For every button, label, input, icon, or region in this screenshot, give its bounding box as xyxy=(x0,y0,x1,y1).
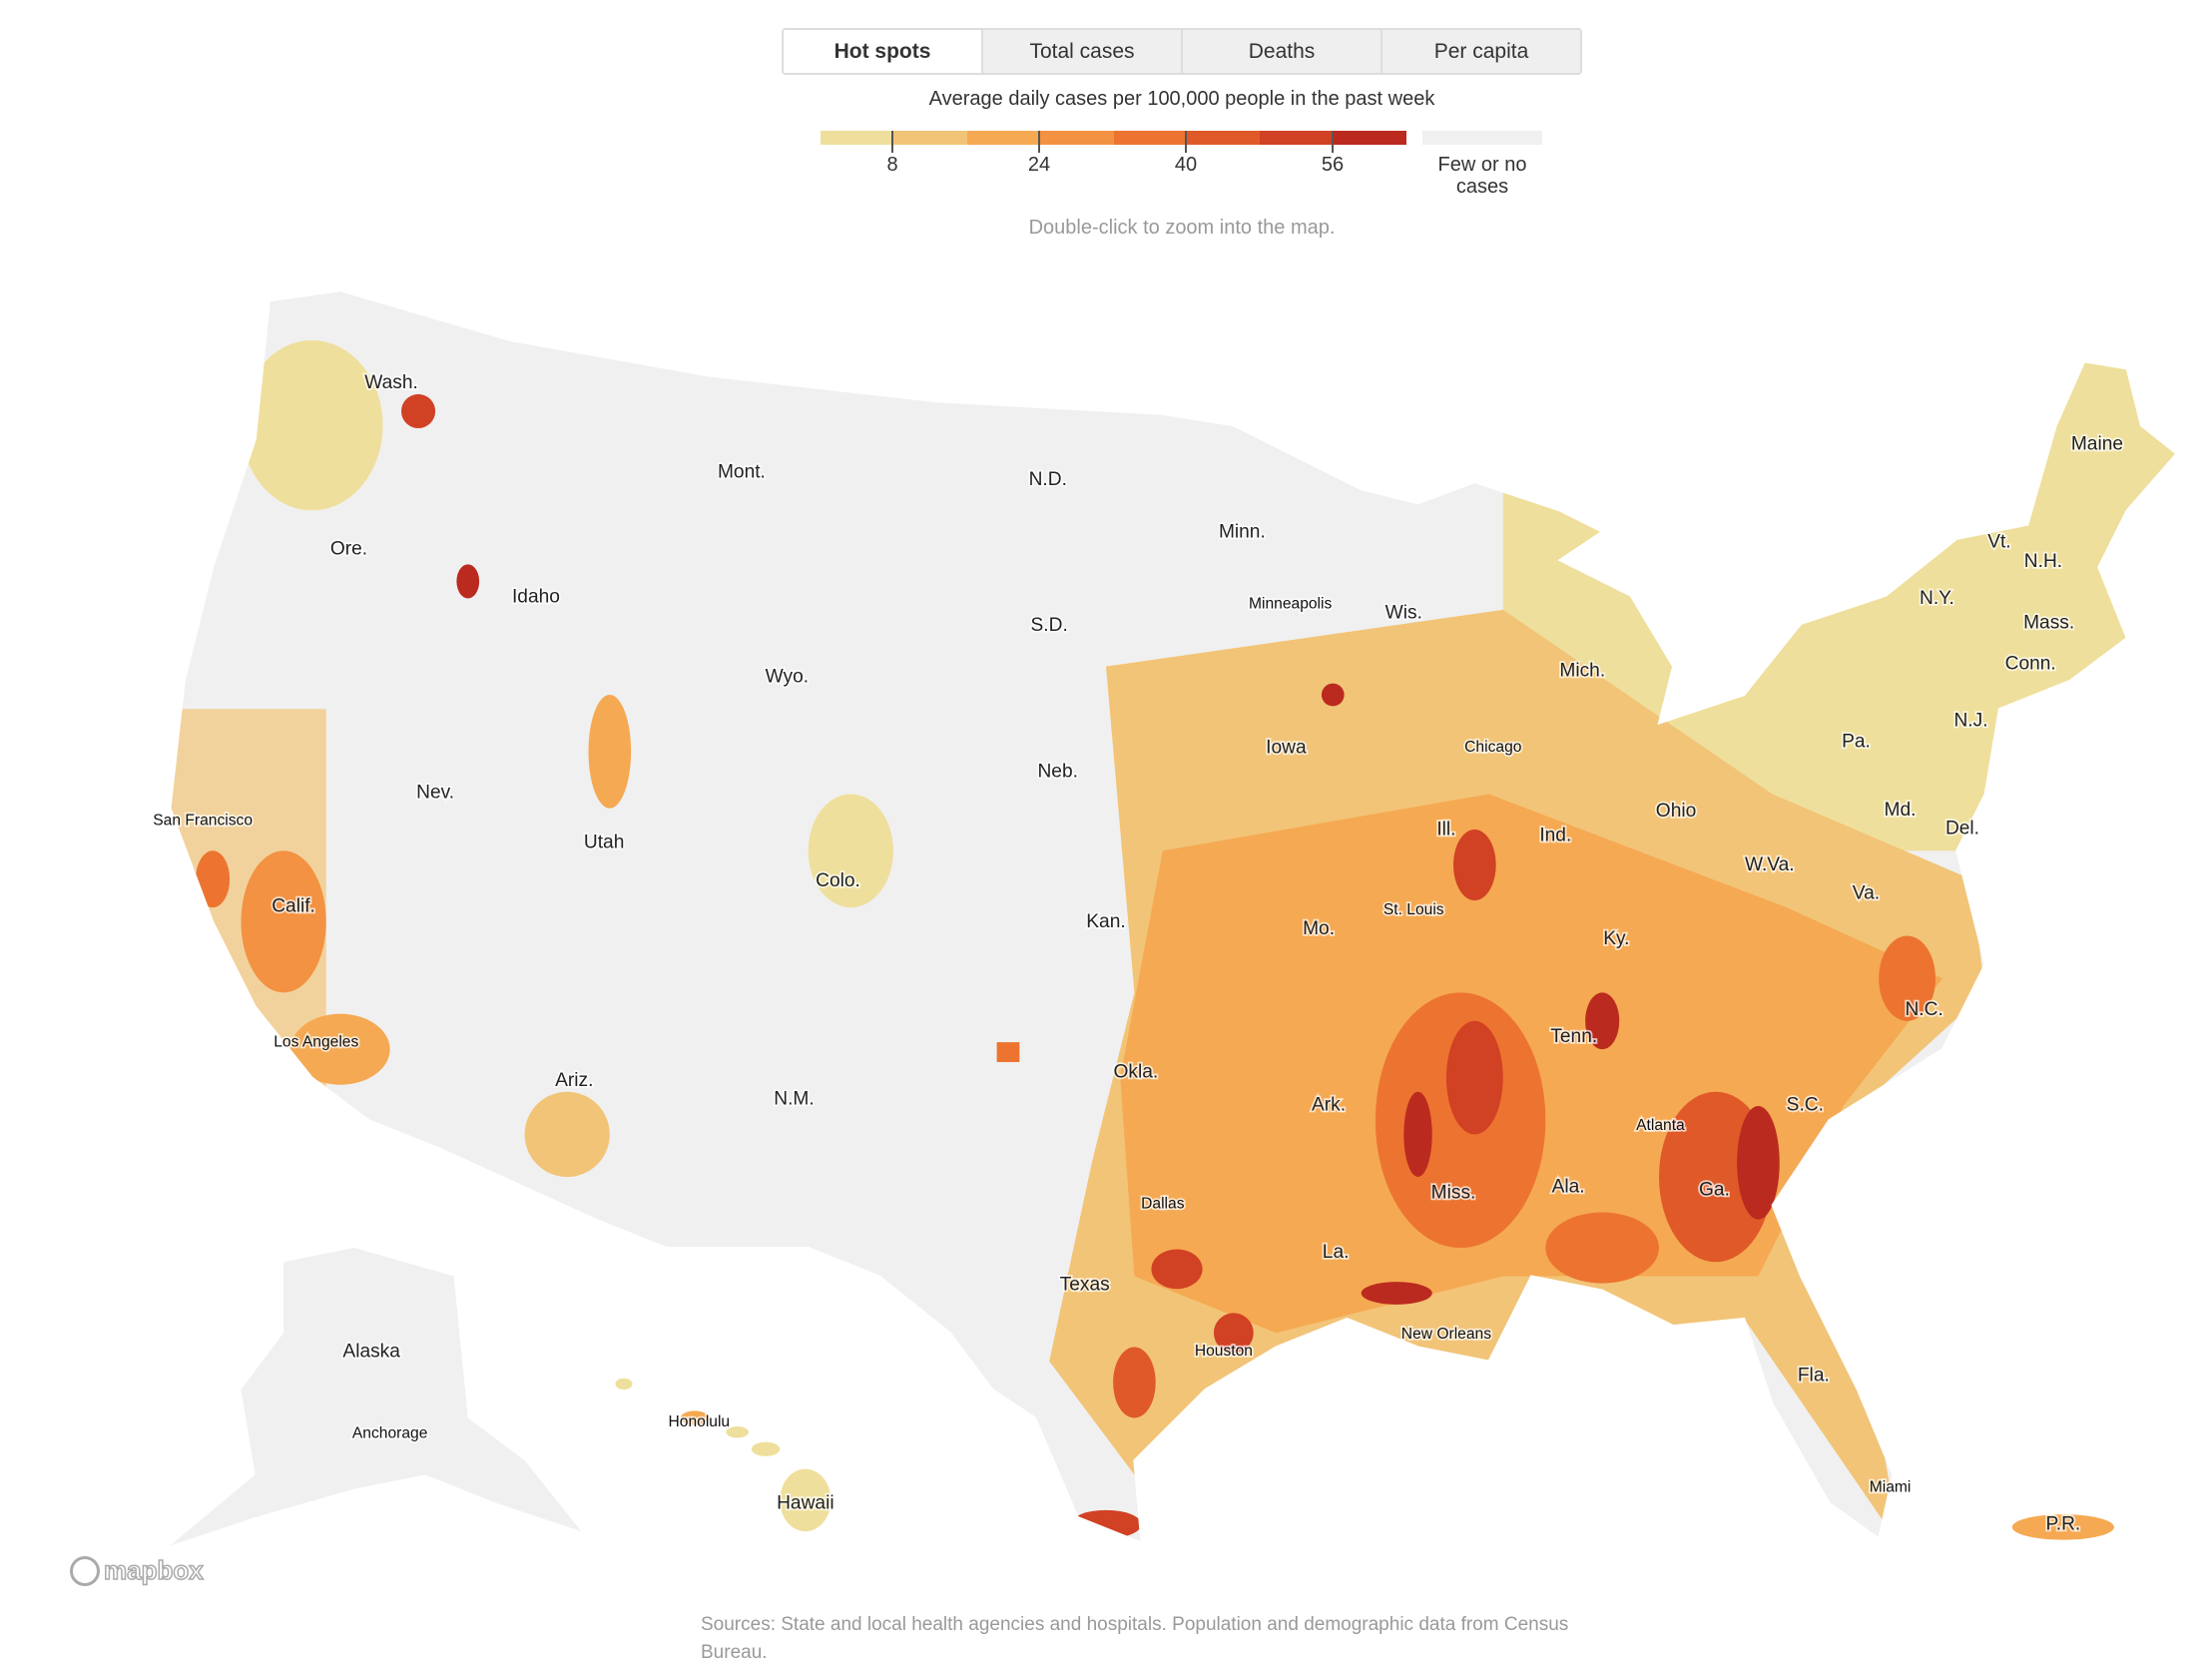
state-label: Neb. xyxy=(1037,761,1077,782)
state-label: Wis. xyxy=(1385,602,1422,623)
state-label: N.M. xyxy=(774,1089,814,1110)
legend-tick xyxy=(891,131,893,153)
state-label: Ill. xyxy=(1436,820,1455,840)
map-labels: Wash. Mont. N.D. Minn. Ore. Idaho S.D. Wis. Mich… xyxy=(151,370,2124,1536)
state-label: Vt. xyxy=(1987,531,2010,552)
state-label: N.H. xyxy=(2024,551,2062,572)
state-label: Hawaii xyxy=(777,1492,834,1513)
legend-title: Average daily cases per 100,000 people i… xyxy=(928,88,1435,110)
city-label: Dallas xyxy=(1141,1195,1185,1212)
state-label: N.Y. xyxy=(1920,588,1954,609)
tab-per-capita[interactable]: Per capita xyxy=(1381,30,1580,73)
state-label: Iowa xyxy=(1266,737,1307,758)
state-label: Alaska xyxy=(342,1341,400,1362)
state-label: Md. xyxy=(1885,800,1917,821)
mapbox-attribution[interactable]: mapbox xyxy=(70,1554,204,1586)
city-label: Minneapolis xyxy=(1249,595,1332,612)
state-label: La. xyxy=(1323,1242,1350,1263)
puerto-rico-shape xyxy=(2011,1514,2114,1540)
state-label: Miss. xyxy=(1431,1182,1476,1203)
state-label: Ark. xyxy=(1312,1094,1346,1115)
legend-color-step xyxy=(893,131,967,145)
legend-tick xyxy=(1185,131,1187,153)
city-label: New Orleans xyxy=(1401,1326,1491,1343)
legend-tick xyxy=(1038,131,1040,153)
state-label: Wash. xyxy=(364,372,418,393)
state-label: Minn. xyxy=(1219,521,1266,542)
state-label: Tenn. xyxy=(1550,1026,1597,1047)
state-label: Nev. xyxy=(416,783,454,804)
map-regions xyxy=(169,289,2178,1546)
state-label: Mo. xyxy=(1303,918,1335,939)
tab-deaths[interactable]: Deaths xyxy=(1181,30,1381,73)
legend-color-step xyxy=(966,131,1041,145)
state-label: S.D. xyxy=(1031,615,1068,636)
legend-color-step xyxy=(1333,131,1406,145)
state-label: Okla. xyxy=(1113,1062,1158,1083)
tab-hot-spots[interactable]: Hot spots xyxy=(784,30,981,73)
city-label: Houston xyxy=(1195,1343,1253,1360)
mapbox-logo-icon xyxy=(70,1555,100,1586)
state-label: Pa. xyxy=(1842,732,1871,753)
legend-no-cases-swatch xyxy=(1422,131,1542,145)
state-label: Idaho xyxy=(512,587,560,608)
tab-total-cases[interactable]: Total cases xyxy=(981,30,1181,73)
legend-color-step xyxy=(1113,131,1187,145)
legend-tick-label: 24 xyxy=(1027,154,1051,176)
city-label: Miami xyxy=(1870,1478,1912,1495)
zoom-hint: Double-click to zoom into the map. xyxy=(1028,217,1336,239)
state-label: Ky. xyxy=(1603,928,1629,949)
legend-color-scale xyxy=(821,131,1406,145)
legend-no-cases-label: Few or no cases xyxy=(1437,154,1527,198)
city-label: Atlanta xyxy=(1636,1117,1685,1134)
map-view-tabs: Hot spots Total cases Deaths Per capita xyxy=(782,28,1582,75)
legend-color-step xyxy=(1260,131,1334,145)
legend-color-step xyxy=(1186,131,1261,145)
city-label: San Francisco xyxy=(153,813,253,830)
state-label: Kan. xyxy=(1086,911,1125,932)
legend-tick-label: 40 xyxy=(1174,154,1198,176)
state-label: Ore. xyxy=(330,538,367,559)
city-label: Los Angeles xyxy=(274,1033,358,1050)
state-label: Ala. xyxy=(1552,1177,1585,1198)
state-label: P.R. xyxy=(2045,1514,2080,1535)
city-label: Honolulu xyxy=(669,1413,731,1430)
state-label: Maine xyxy=(2071,433,2123,454)
city-label: Chicago xyxy=(1464,739,1522,756)
alaska-shape xyxy=(170,1248,582,1546)
state-label: Texas xyxy=(1060,1275,1110,1296)
state-label: Ind. xyxy=(1539,825,1571,845)
legend-color-step xyxy=(1040,131,1114,145)
legend-tick xyxy=(1332,131,1334,153)
state-label: Wyo. xyxy=(766,666,809,687)
state-label: N.D. xyxy=(1029,469,1067,490)
state-label: S.C. xyxy=(1787,1094,1824,1115)
state-label: Del. xyxy=(1945,818,1979,838)
state-label: Va. xyxy=(1853,883,1880,904)
state-label: Fla. xyxy=(1798,1366,1830,1387)
state-label: Mont. xyxy=(718,462,766,483)
city-label: St. Louis xyxy=(1383,901,1444,918)
state-label: Colo. xyxy=(816,870,860,891)
sources-note: Sources: State and local health agencies… xyxy=(701,1614,1569,1663)
legend-tick-label: 56 xyxy=(1321,154,1345,176)
state-label: Mich. xyxy=(1559,661,1605,682)
state-label: Ga. xyxy=(1699,1179,1730,1200)
state-label: W.Va. xyxy=(1745,854,1795,875)
state-label: Ariz. xyxy=(555,1070,593,1091)
legend-tick-label: 8 xyxy=(886,154,898,176)
state-label: Calif. xyxy=(272,895,315,916)
state-label: N.J. xyxy=(1953,710,1987,731)
state-label: N.C. xyxy=(1905,999,1942,1020)
legend-color-step xyxy=(821,131,894,145)
state-label: Utah xyxy=(584,832,624,852)
city-label: Anchorage xyxy=(352,1424,428,1441)
state-label: Mass. xyxy=(2023,612,2074,633)
hawaii-shapes xyxy=(615,1378,831,1532)
state-label: Conn. xyxy=(2005,653,2056,674)
state-label: Ohio xyxy=(1656,801,1696,822)
